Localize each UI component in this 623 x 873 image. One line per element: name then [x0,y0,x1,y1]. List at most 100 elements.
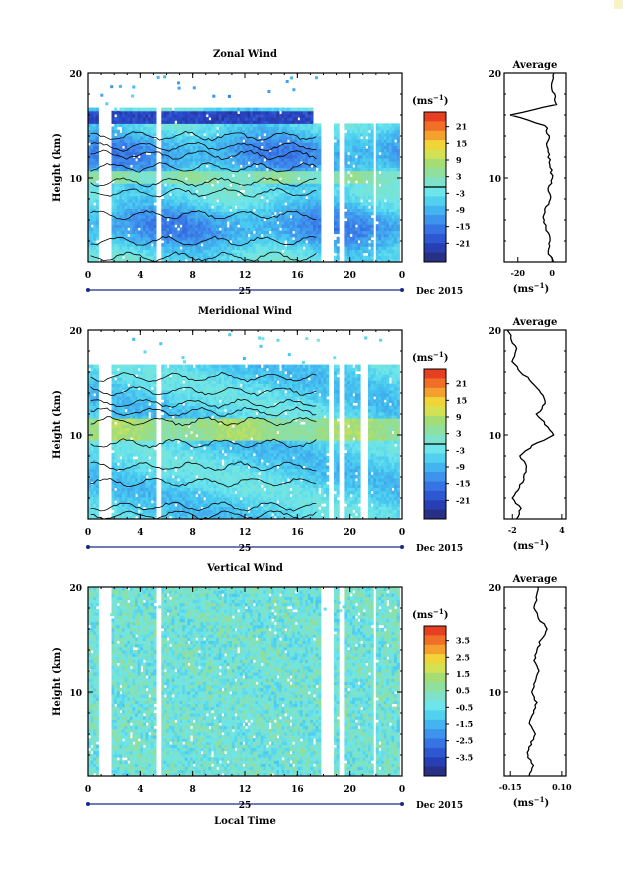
x-tick-label: 12 [239,528,252,538]
wind-panel: Meridional Wind 0 4 8 12 16 20 0 20 10 Height (km)… [52,306,567,554]
colorbar-swatch [424,149,446,160]
x-tick-label: 4 [137,785,143,795]
colorbar-tick-label: 3 [456,172,462,182]
y-tick-label: 10 [69,175,82,185]
y-axis-label: Height (km) [52,390,63,459]
profile-frame [503,72,567,263]
date-line-end [400,545,404,549]
colorbar-tick-label: 15 [456,138,467,148]
y-axis-label: Height (km) [52,647,63,716]
colorbar-swatch [424,500,446,511]
colorbar-swatch [424,177,446,188]
colorbar-swatch [424,168,446,179]
profile-x-tick-label: -20 [511,268,526,278]
colorbar-swatch [424,112,446,122]
colorbar-swatch [424,121,446,132]
profile-x-tick-label: 4 [559,525,565,535]
colorbar-swatch [424,710,446,721]
y-tick-label: 20 [69,70,82,80]
y-tick-label: 10 [69,432,82,442]
colorbar-swatch [424,205,446,216]
colorbar-swatch [424,378,446,389]
x-tick-label: 4 [137,271,143,281]
date-line-start [86,802,90,806]
colorbar-swatch [424,406,446,417]
colorbar-tick-label: -3 [456,188,465,198]
profile-x-tick-label: 0.10 [552,782,572,792]
colorbar-tick-label: 2.5 [456,652,470,662]
colorbar-tick-label: -1.5 [456,719,473,729]
date-label: 25 [239,287,252,297]
date-label: 25 [239,801,252,811]
colorbar-swatch [424,472,446,482]
x-tick-label: 20 [343,785,356,795]
colorbar-tick-label: -0.5 [456,702,473,712]
colorbar-swatch [424,509,446,520]
profile-title: Average [512,574,558,585]
colorbar-swatch [424,243,446,254]
colorbar-swatch [424,196,446,207]
x-tick-label: 16 [291,271,304,281]
profile-line [526,586,548,777]
month-label: Dec 2015 [416,801,463,811]
colorbar-tick-label: -3 [456,445,465,455]
colorbar-tick-label: 1.5 [456,669,470,679]
colorbar-swatch [424,453,446,464]
heatmap-cells [88,75,400,263]
colorbar-frame [423,625,447,777]
x-tick-label: 0 [399,785,405,795]
colorbar-tick-label: -15 [456,222,470,232]
colorbar-swatch [424,434,446,445]
profile-x-label: (ms−1) [513,281,549,295]
x-tick-label: 8 [190,528,196,538]
x-tick-label: 0 [399,271,405,281]
colorbar-swatch [424,369,446,379]
profile-frame [503,586,567,777]
x-tick-label: 4 [137,528,143,538]
colorbar-swatch [424,481,446,492]
colorbar-swatch [424,397,446,407]
colorbar-swatch [424,757,446,768]
colorbar-swatch [424,654,446,664]
panel-title: Vertical Wind [206,563,283,574]
profile-y-tick-label: 20 [488,70,501,80]
wind-panel: Zonal Wind 0 4 8 12 16 20 0 20 10 Height (km) 25 Dec… [52,49,567,297]
colorbar-swatch [424,252,446,263]
colorbar-tick-label: 9 [456,412,462,422]
colorbar-swatch [424,719,446,730]
month-label: Dec 2015 [416,287,463,297]
profile-title: Average [512,60,558,71]
colorbar-tick-label: -9 [456,462,465,472]
profile-frame [503,329,567,520]
x-tick-label: 8 [190,271,196,281]
date-label: 25 [239,544,252,554]
colorbar-swatch [424,729,446,739]
x-axis-label: Local Time [214,816,276,827]
colorbar-swatch [424,701,446,711]
colorbar-swatch [424,738,446,749]
y-axis-label: Height (km) [52,133,63,202]
x-tick-label: 0 [399,528,405,538]
profile-y-tick-label: 10 [488,689,501,699]
profile-x-tick-label: -0.15 [499,782,522,792]
colorbar-swatch [424,490,446,501]
zero-contours [90,372,317,521]
x-tick-label: 12 [239,271,252,281]
heatmap-cells [88,333,400,520]
profile-y-tick-label: 10 [488,432,501,442]
wind-panel: Vertical Wind 0 4 8 12 16 20 0 20 10 Height (km) 25… [52,563,572,827]
colorbar-tick-label: 3 [456,429,462,439]
colorbar-tick-label: -3.5 [456,752,473,762]
colorbar-tick-label: -15 [456,479,470,489]
colorbar-swatch [424,691,446,702]
x-tick-label: 12 [239,785,252,795]
profile-line [509,72,558,263]
colorbar-swatch [424,215,446,225]
x-tick-label: 0 [85,528,91,538]
colorbar-tick-label: 15 [456,395,467,405]
colorbar-swatch [424,644,446,655]
x-tick-label: 16 [291,785,304,795]
profile-y-tick-label: 10 [488,175,501,185]
zero-contours [90,130,317,262]
colorbar-swatch [424,682,446,693]
